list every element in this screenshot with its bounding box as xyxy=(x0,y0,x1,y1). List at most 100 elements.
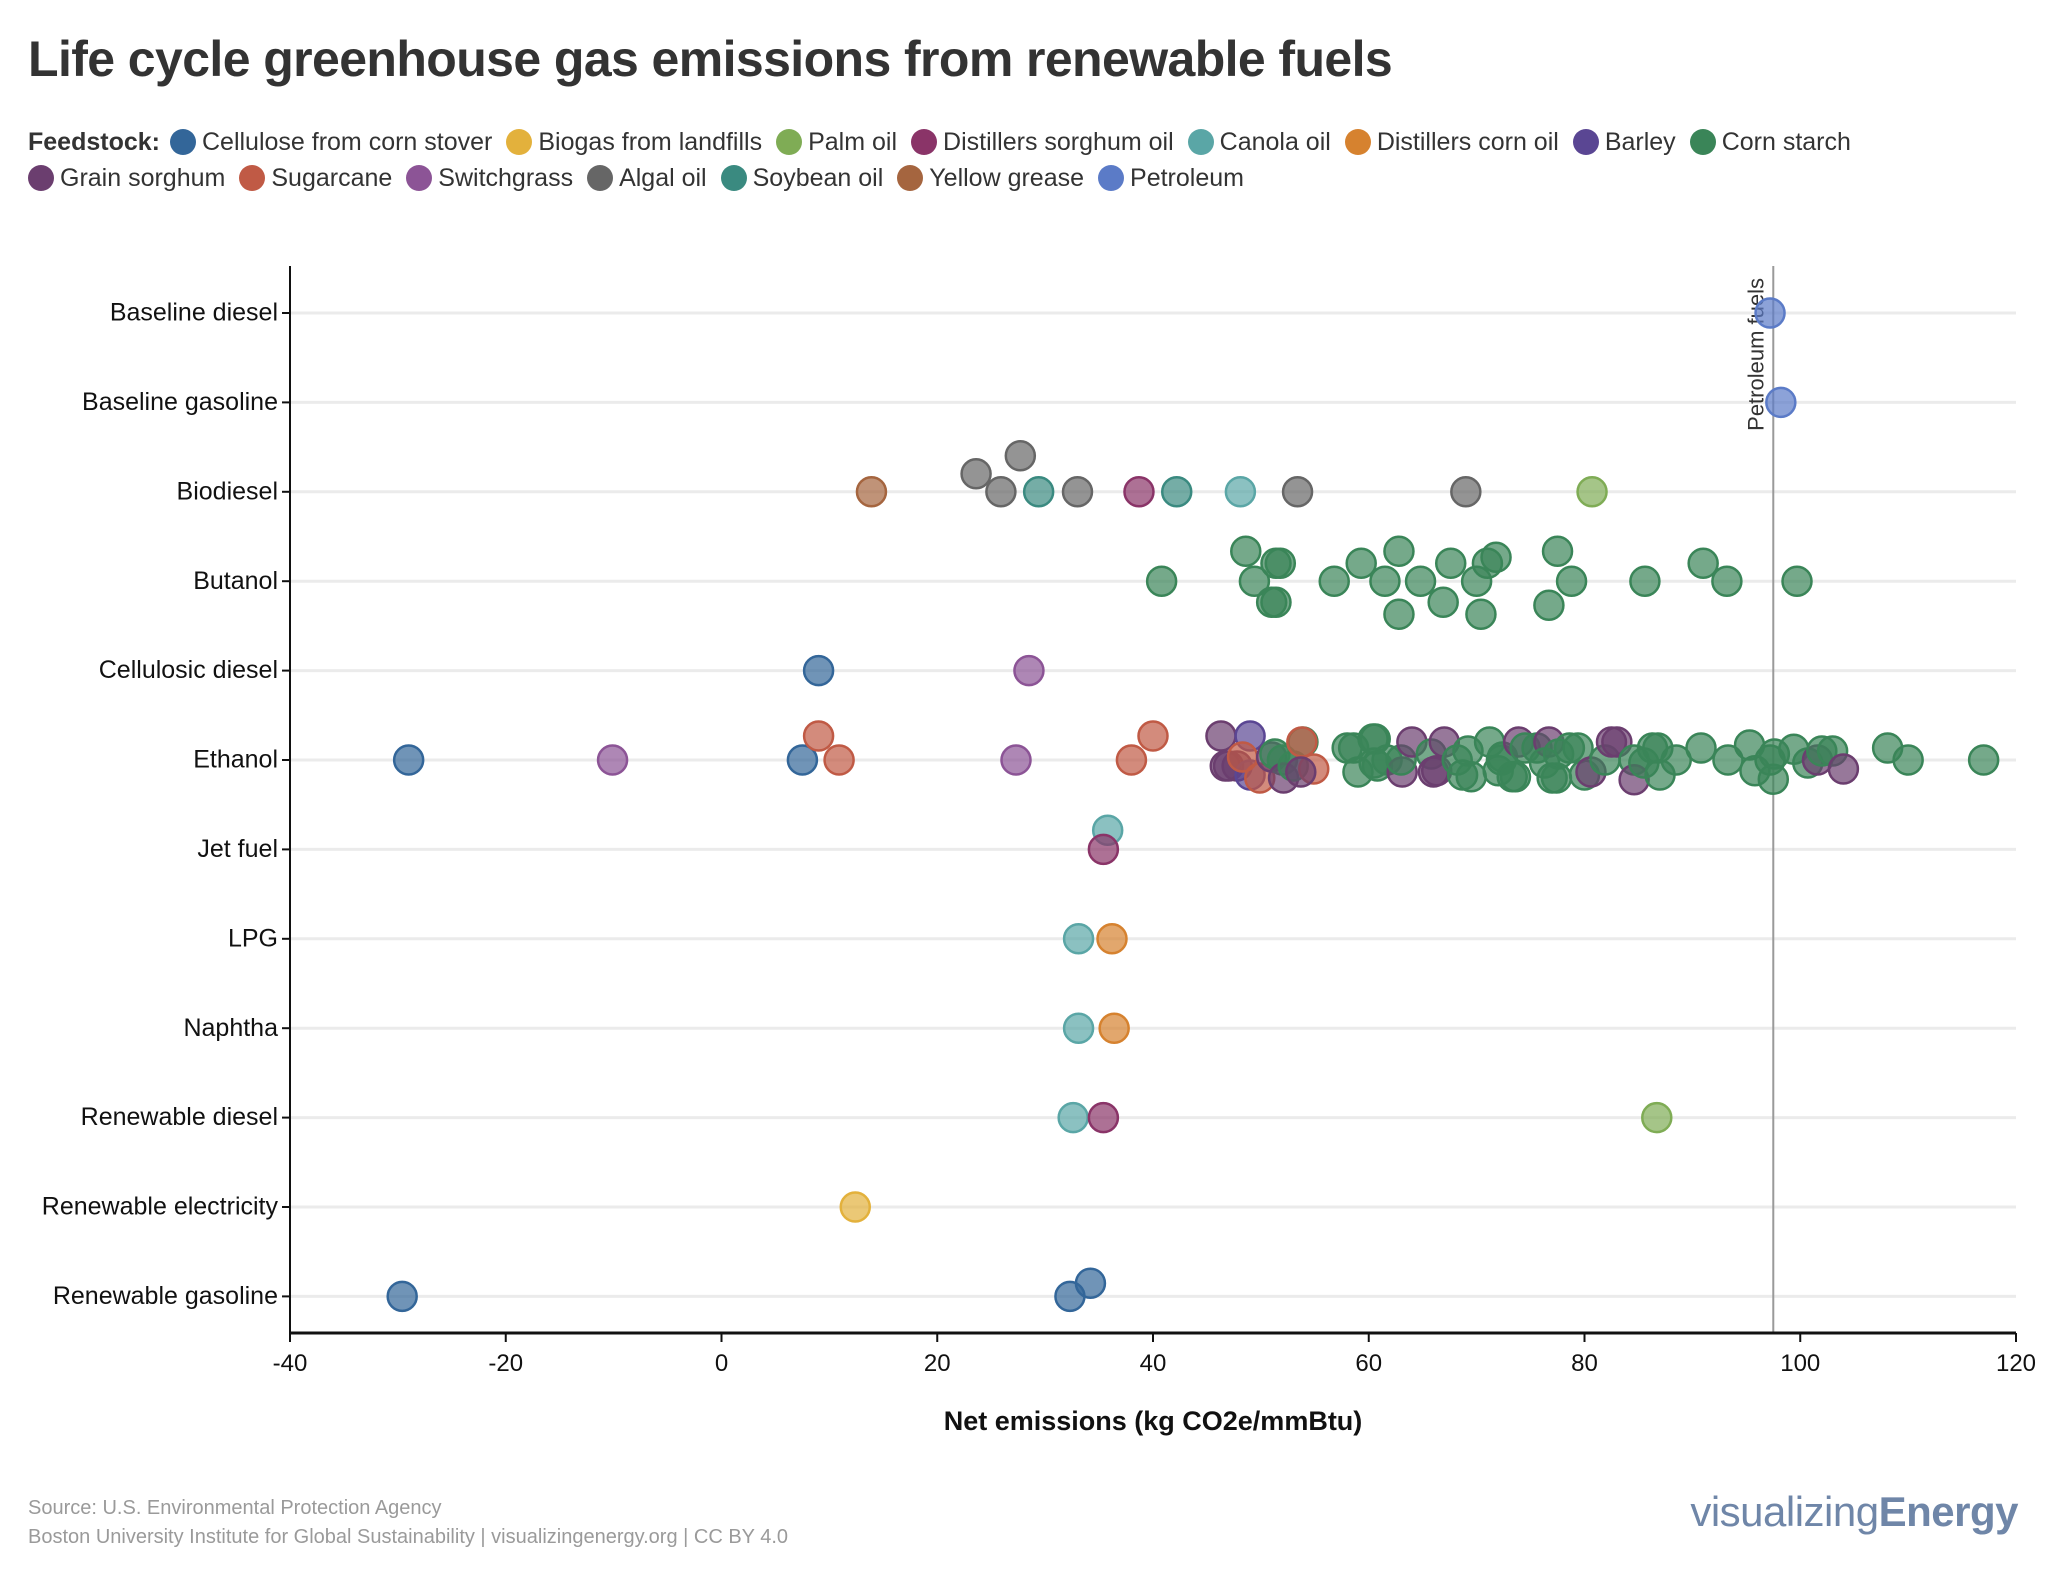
data-point-butanol-corn-starch[interactable] xyxy=(1629,565,1661,597)
data-point-biodiesel-algal-oil[interactable] xyxy=(960,458,992,490)
footer: Source: U.S. Environmental Protection Ag… xyxy=(28,1494,788,1552)
data-point-ethanol-corn-starch[interactable] xyxy=(1455,761,1487,793)
x-tick-label: 0 xyxy=(715,1350,728,1377)
legend-item-switchgrass[interactable]: Switchgrass xyxy=(406,160,573,196)
data-point-renewable-diesel-palm-oil[interactable] xyxy=(1641,1101,1673,1134)
data-point-naphtha-distillers-corn-oil[interactable] xyxy=(1098,1012,1130,1044)
data-point-ethanol-corn-starch[interactable] xyxy=(1685,732,1717,764)
data-point-ethanol-corn-starch[interactable] xyxy=(1892,744,1924,776)
y-tick-label-baseline-gasoline: Baseline gasoline xyxy=(82,388,278,416)
data-point-biodiesel-palm-oil[interactable] xyxy=(1576,476,1608,508)
legend-item-label: Sugarcane xyxy=(271,164,393,192)
data-point-ethanol-sugarcane[interactable] xyxy=(802,720,835,752)
data-point-ethanol-grain-sorghum[interactable] xyxy=(1827,753,1860,785)
legend-row-1: Feedstock: Cellulose from corn stover Bio… xyxy=(28,124,2018,160)
data-point-butanol-corn-starch[interactable] xyxy=(1465,598,1497,630)
y-tick-label-butanol: Butanol xyxy=(193,567,278,595)
legend-item-grain-sorghum[interactable]: Grain sorghum xyxy=(28,160,225,196)
data-point-ethanol-switchgrass[interactable] xyxy=(596,744,629,776)
legend-item-barley[interactable]: Barley xyxy=(1572,124,1676,160)
data-point-biodiesel-soybean-oil[interactable] xyxy=(1160,476,1193,508)
x-tick-label: 40 xyxy=(1140,1350,1167,1377)
data-point-lpg-canola-oil[interactable] xyxy=(1062,923,1095,955)
data-point-butanol-corn-starch[interactable] xyxy=(1230,535,1262,567)
data-point-ethanol-switchgrass[interactable] xyxy=(1000,744,1032,776)
legend-item-yellow-grease[interactable]: Yellow grease xyxy=(897,160,1084,196)
data-point-baseline-diesel-petroleum[interactable] xyxy=(1754,297,1786,329)
data-point-butanol-corn-starch[interactable] xyxy=(1711,565,1743,597)
data-point-ethanol-sugarcane[interactable] xyxy=(1137,720,1169,752)
legend-swatch-icon xyxy=(28,165,54,191)
data-point-biodiesel-soybean-oil[interactable] xyxy=(1022,476,1055,508)
data-point-butanol-corn-starch[interactable] xyxy=(1541,535,1574,567)
legend-item-sugarcane[interactable]: Sugarcane xyxy=(239,160,392,196)
legend-item-biogas-from-landfills[interactable]: Biogas from landfills xyxy=(506,124,762,160)
data-point-ethanol-grain-sorghum[interactable] xyxy=(1205,720,1237,752)
data-point-butanol-corn-starch[interactable] xyxy=(1383,598,1415,630)
legend-swatch-icon xyxy=(239,165,266,191)
data-point-biodiesel-distillers-sorghum-oil[interactable] xyxy=(1123,476,1155,508)
data-point-butanol-corn-starch[interactable] xyxy=(1555,565,1588,597)
data-point-ethanol-corn-starch[interactable] xyxy=(1712,744,1744,776)
legend-item-distillers-sorghum-oil[interactable]: Distillers sorghum oil xyxy=(911,124,1174,160)
data-point-biodiesel-yellow-grease[interactable] xyxy=(855,476,888,508)
data-point-butanol-corn-starch[interactable] xyxy=(1781,565,1813,597)
data-point-ethanol-corn-starch[interactable] xyxy=(1499,761,1532,793)
legend-item-cellulose-from-corn-stover[interactable]: Cellulose from corn stover xyxy=(169,124,492,160)
legend-item-corn-starch[interactable]: Corn starch xyxy=(1689,124,1851,160)
data-point-butanol-corn-starch[interactable] xyxy=(1480,541,1512,573)
legend-item-label: Switchgrass xyxy=(438,164,574,192)
data-point-butanol-corn-starch[interactable] xyxy=(1404,565,1437,597)
data-point-ethanol-sugarcane[interactable] xyxy=(823,744,855,776)
y-tick-label-naphtha: Naphtha xyxy=(183,1014,278,1042)
beeswarm-chart: Petroleum fuels Baseline dieselBaseline … xyxy=(42,266,2036,1436)
data-point-baseline-gasoline-petroleum[interactable] xyxy=(1765,386,1797,419)
legend-item-soybean-oil[interactable]: Soybean oil xyxy=(720,160,883,196)
data-point-ethanol-cellulose-from-corn-stover[interactable] xyxy=(392,744,425,776)
data-point-biodiesel-algal-oil[interactable] xyxy=(1004,440,1037,472)
data-point-ethanol-sugarcane[interactable] xyxy=(1286,726,1318,758)
data-point-ethanol-sugarcane[interactable] xyxy=(1115,744,1148,776)
data-point-renewable-electricity-biogas-from-landfills[interactable] xyxy=(839,1191,872,1223)
data-point-renewable-diesel-distillers-sorghum-oil[interactable] xyxy=(1087,1101,1120,1134)
data-point-butanol-corn-starch[interactable] xyxy=(1383,535,1415,567)
data-point-renewable-gasoline-cellulose-from-corn-stover[interactable] xyxy=(1074,1267,1107,1299)
data-point-ethanol-grain-sorghum[interactable] xyxy=(1285,756,1317,788)
data-point-ethanol-cellulose-from-corn-stover[interactable] xyxy=(786,744,819,776)
legend-item-label: Barley xyxy=(1604,128,1676,156)
data-point-butanol-corn-starch[interactable] xyxy=(1345,547,1377,579)
data-point-renewable-diesel-canola-oil[interactable] xyxy=(1057,1101,1089,1134)
brand-logo-light: visualizing xyxy=(1690,1488,1879,1535)
data-point-biodiesel-canola-oil[interactable] xyxy=(1224,476,1257,508)
data-point-biodiesel-algal-oil[interactable] xyxy=(1061,476,1094,508)
data-point-butanol-corn-starch[interactable] xyxy=(1434,547,1467,579)
data-point-naphtha-canola-oil[interactable] xyxy=(1062,1012,1095,1044)
legend-item-distillers-corn-oil[interactable]: Distillers corn oil xyxy=(1344,124,1559,160)
data-point-butanol-corn-starch[interactable] xyxy=(1533,589,1565,621)
data-point-cellulosic-diesel-switchgrass[interactable] xyxy=(1013,654,1045,687)
legend-swatch-icon xyxy=(506,129,533,155)
data-point-ethanol-corn-starch[interactable] xyxy=(1967,744,2000,776)
data-points xyxy=(386,297,2000,1313)
data-point-biodiesel-algal-oil[interactable] xyxy=(1281,476,1314,508)
legend-item-algal-oil[interactable]: Algal oil xyxy=(587,160,707,196)
data-point-jet-fuel-distillers-sorghum-oil[interactable] xyxy=(1087,833,1120,866)
legend-item-palm-oil[interactable]: Palm oil xyxy=(776,124,897,160)
data-point-lpg-distillers-corn-oil[interactable] xyxy=(1096,923,1128,955)
legend-item-canola-oil[interactable]: Canola oil xyxy=(1187,124,1331,160)
data-point-ethanol-corn-starch[interactable] xyxy=(1660,744,1692,776)
data-point-biodiesel-algal-oil[interactable] xyxy=(1450,476,1482,508)
data-point-butanol-corn-starch[interactable] xyxy=(1238,565,1271,597)
data-point-butanol-corn-starch[interactable] xyxy=(1427,586,1459,618)
data-point-ethanol-corn-starch[interactable] xyxy=(1757,763,1790,795)
data-point-butanol-corn-starch[interactable] xyxy=(1318,565,1350,597)
data-point-biodiesel-algal-oil[interactable] xyxy=(985,476,1017,508)
data-point-renewable-gasoline-cellulose-from-corn-stover[interactable] xyxy=(386,1280,418,1313)
data-point-cellulosic-diesel-cellulose-from-corn-stover[interactable] xyxy=(802,654,835,687)
legend-item-petroleum[interactable]: Petroleum xyxy=(1098,160,1244,196)
data-point-butanol-corn-starch[interactable] xyxy=(1264,547,1297,579)
data-point-butanol-corn-starch[interactable] xyxy=(1369,565,1401,597)
data-point-butanol-corn-starch[interactable] xyxy=(1145,565,1178,597)
data-point-butanol-corn-starch[interactable] xyxy=(1260,586,1292,618)
data-point-butanol-corn-starch[interactable] xyxy=(1687,547,1719,579)
